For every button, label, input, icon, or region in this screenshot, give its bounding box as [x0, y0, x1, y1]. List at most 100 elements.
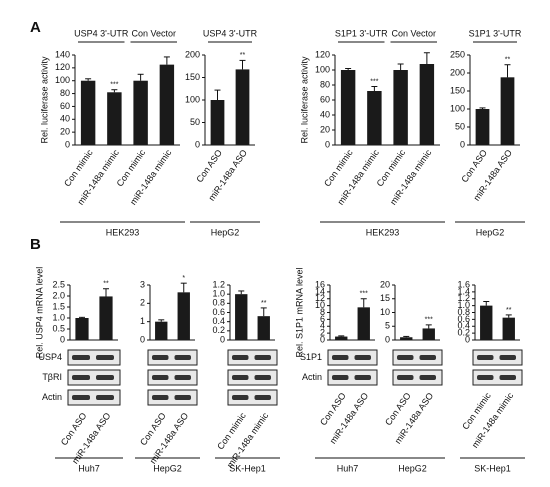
y-tick-label: 0.2	[212, 325, 225, 335]
blot-band	[152, 395, 169, 400]
significance: *	[182, 275, 185, 282]
significance: ***	[110, 82, 118, 89]
y-tick-label: 200	[450, 67, 465, 77]
y-tick-label: 1.0	[212, 289, 225, 299]
y-tick-label: 120	[315, 49, 330, 59]
significance: **	[103, 281, 109, 288]
blot-band	[419, 355, 436, 360]
y-tick-label: 250	[450, 49, 465, 59]
y-tick-label: 2.0	[52, 290, 65, 300]
bar	[340, 70, 356, 145]
bar	[480, 305, 493, 340]
y-tick-label: 60	[320, 94, 330, 104]
y-tick-label: 150	[185, 72, 200, 82]
y-axis-label: Rel. S1P1 mRNA level	[294, 267, 304, 357]
blot-band	[397, 355, 414, 360]
y-tick-label: 0.4	[457, 321, 470, 331]
y-tick-label: 0.4	[212, 316, 225, 326]
y-tick-label: 50	[455, 121, 465, 131]
y-tick-label: 0	[385, 334, 390, 344]
y-tick-label: 0	[220, 334, 225, 344]
y-tick-label: 2.5	[52, 279, 65, 289]
y-tick-label: 0.5	[52, 323, 65, 333]
bar	[422, 328, 435, 340]
cell-line-label: HepG2	[153, 463, 182, 473]
blot-band	[72, 355, 90, 360]
y-tick-label: 0	[460, 139, 465, 149]
y-tick-label: 40	[320, 109, 330, 119]
bar	[475, 109, 490, 145]
y-tick-label: 0	[140, 334, 145, 344]
y-tick-label: 120	[55, 62, 70, 72]
blot-frame	[147, 389, 198, 406]
blot-band	[232, 395, 249, 400]
y-tick-label: 0	[465, 334, 470, 344]
y-tick-label: 60	[60, 101, 70, 111]
significance: **	[261, 300, 267, 307]
y-tick-label: 50	[190, 117, 200, 127]
significance: **	[240, 52, 246, 59]
bar	[419, 64, 435, 145]
y-tick-label: 100	[315, 64, 330, 74]
blot-band	[232, 355, 249, 360]
y-tick-label: 0.8	[457, 307, 470, 317]
blot-frame	[227, 389, 278, 406]
blot-frame	[327, 349, 378, 366]
significance: ***	[360, 291, 368, 298]
blot-band	[254, 395, 271, 400]
blot-frame	[67, 349, 121, 366]
blot-band	[152, 355, 169, 360]
blot-label: USP4	[38, 352, 62, 362]
blot-band	[174, 395, 191, 400]
blot-frame	[147, 369, 198, 386]
y-tick-label: 6	[320, 314, 325, 324]
y-tick-label: 2	[320, 328, 325, 338]
y-tick-label: 0	[325, 139, 330, 149]
blot-frame	[472, 349, 523, 366]
blot-band	[232, 375, 249, 380]
bar	[177, 292, 190, 340]
y-tick-label: 1.0	[52, 312, 65, 322]
bar	[159, 64, 175, 145]
blot-band	[174, 375, 191, 380]
y-tick-label: 1.5	[52, 301, 65, 311]
y-tick-label: 0	[195, 139, 200, 149]
blot-frame	[472, 369, 523, 386]
blot-label: Actin	[42, 392, 62, 402]
blot-band	[499, 355, 516, 360]
x-tick-label: miR-148a mimic	[470, 390, 516, 449]
y-tick-label: 0.6	[212, 307, 225, 317]
blot-band	[332, 375, 349, 380]
y-tick-label: 80	[60, 88, 70, 98]
y-tick-label: 0	[60, 334, 65, 344]
y-tick-label: 2	[140, 298, 145, 308]
significance: ***	[425, 317, 433, 324]
y-tick-label: 0.6	[457, 314, 470, 324]
y-tick-label: 20	[60, 127, 70, 137]
group-title: USP4 3'-UTR	[203, 28, 258, 38]
bar	[367, 91, 382, 145]
cell-line-label: HEK293	[366, 227, 400, 237]
group-title: S1P1 3'-UTR	[469, 28, 522, 38]
y-tick-label: 1.4	[457, 286, 470, 296]
cell-line-label: HepG2	[211, 227, 240, 237]
significance: **	[506, 307, 512, 314]
blot-band	[354, 375, 371, 380]
y-axis-label: Rel. luciferase activity	[299, 56, 309, 144]
blot-band	[96, 375, 114, 380]
group-title: Con Vector	[391, 28, 436, 38]
y-tick-label: 20	[320, 124, 330, 134]
bar	[235, 294, 248, 340]
blot-band	[419, 375, 436, 380]
cell-line-label: HEK293	[106, 227, 140, 237]
y-tick-label: 10	[315, 300, 325, 310]
blot-band	[332, 355, 349, 360]
blot-band	[96, 355, 114, 360]
cell-line-label: HepG2	[476, 227, 505, 237]
bar	[500, 77, 515, 145]
y-tick-label: 8	[320, 307, 325, 317]
y-tick-label: 100	[450, 103, 465, 113]
blot-band	[477, 375, 494, 380]
blot-frame	[227, 349, 278, 366]
significance: **	[505, 57, 511, 64]
